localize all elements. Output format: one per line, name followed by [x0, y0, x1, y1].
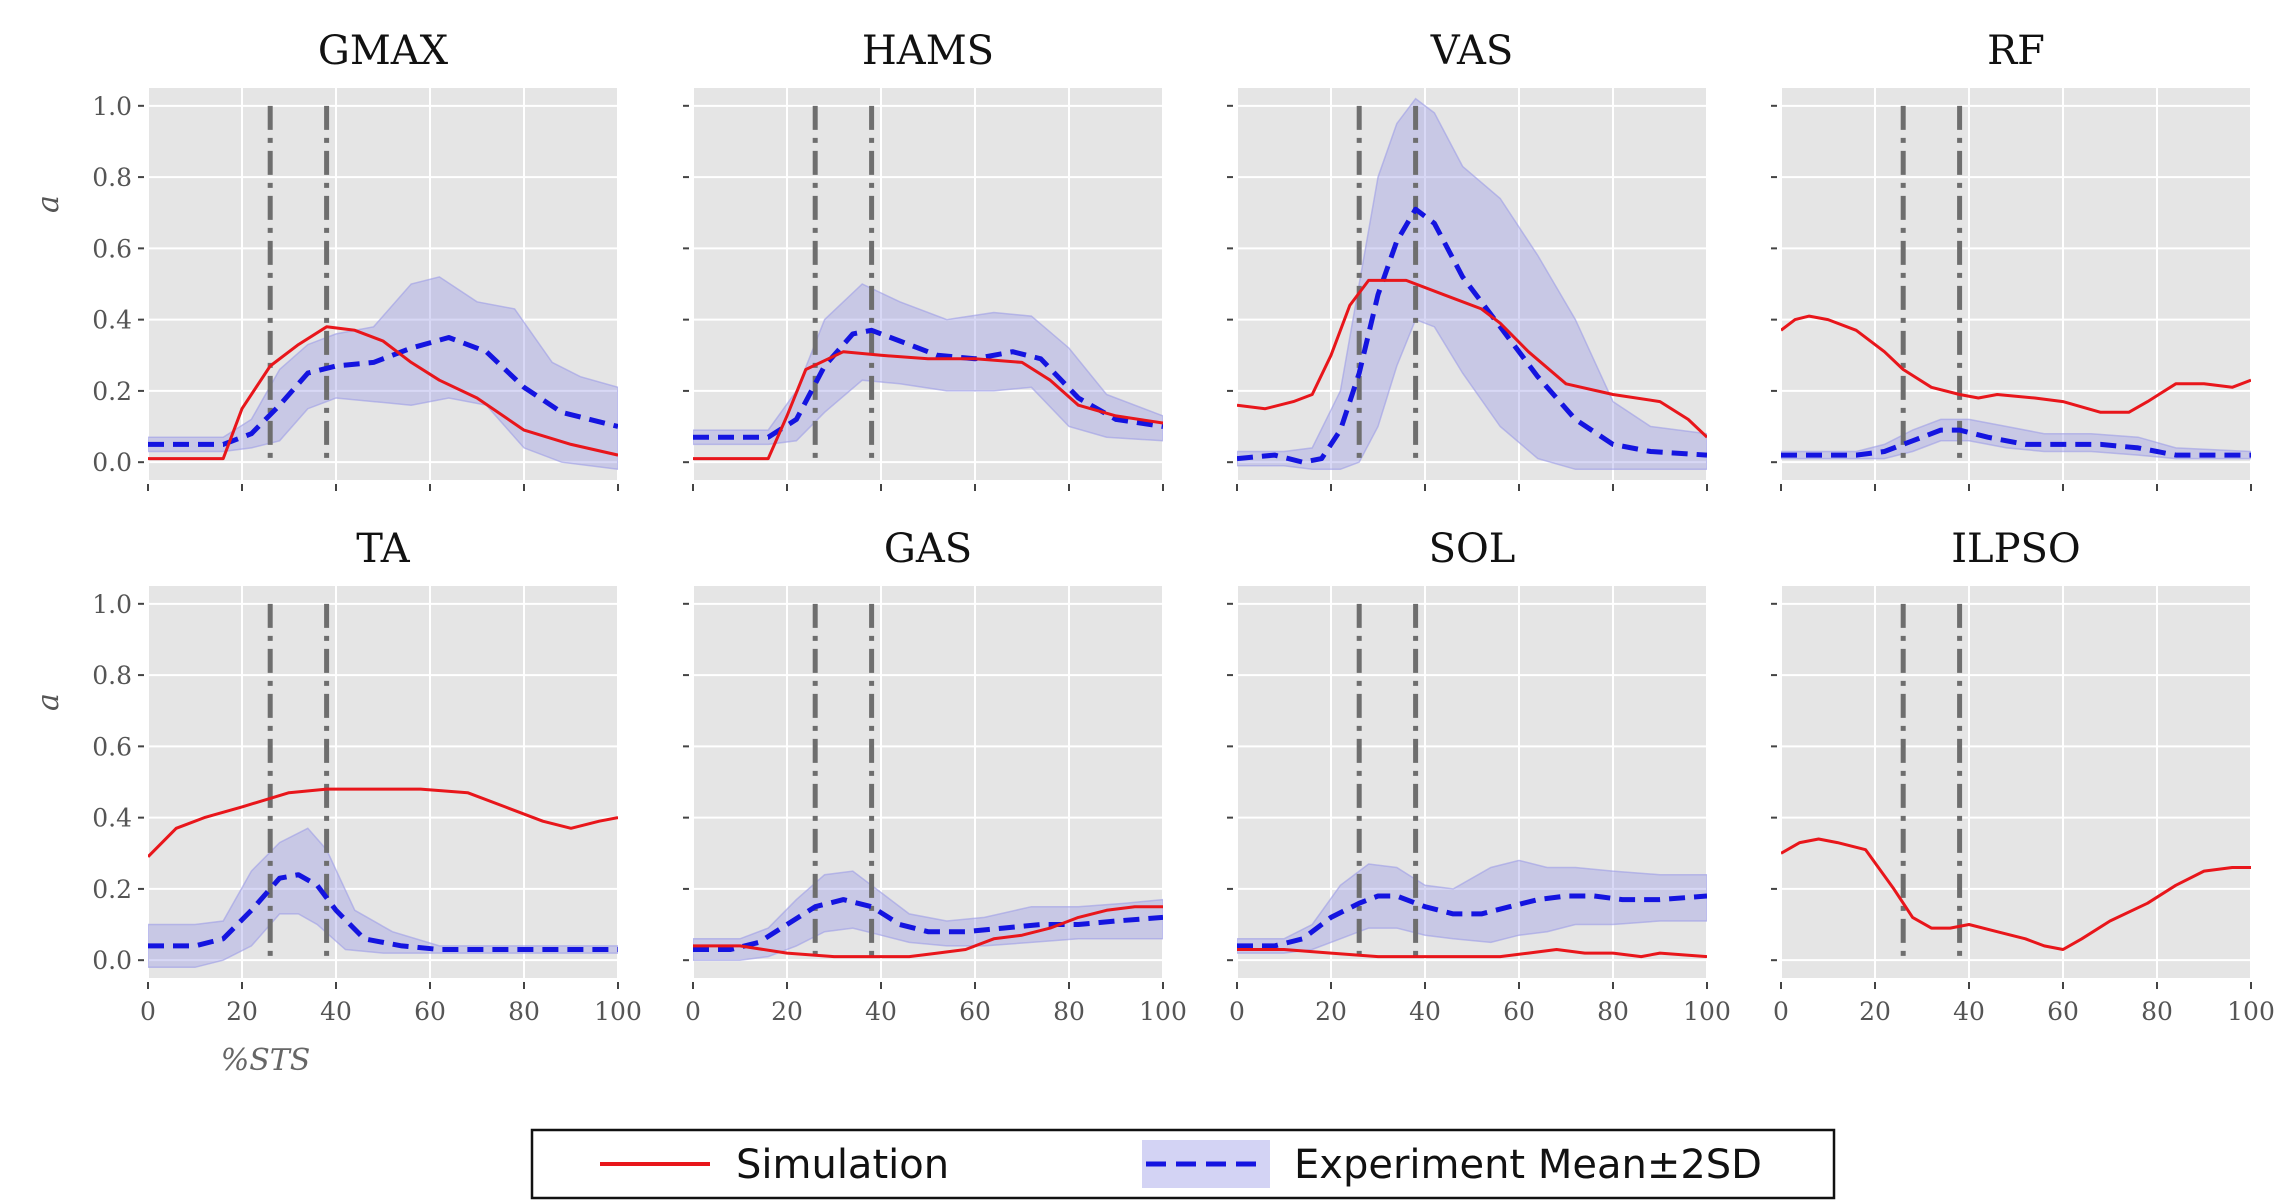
x-tick-label: 60 [2047, 997, 2079, 1026]
sd-band [148, 276, 618, 471]
x-tick-label: 20 [1315, 997, 1347, 1026]
simulation-line [693, 350, 1163, 461]
simulation-line [148, 325, 618, 461]
x-tick-label: 80 [508, 997, 540, 1026]
y-tick-label: 0.6 [92, 732, 132, 761]
x-tick-label: 100 [2227, 997, 2275, 1026]
experiment-mean-line [1237, 206, 1707, 465]
panel-title: TA [356, 526, 410, 572]
plot-area [1237, 603, 1707, 961]
panel-background [1781, 88, 2251, 480]
x-tick-label: 0 [1773, 997, 1789, 1026]
sd-band [1237, 97, 1707, 471]
experiment-mean-line [693, 327, 1163, 440]
x-tick-label: 60 [1503, 997, 1535, 1026]
x-tick-label: 60 [959, 997, 991, 1026]
y-tick-label: 0.0 [92, 946, 132, 975]
y-tick-label: 0.2 [92, 875, 132, 904]
x-tick-label: 100 [1683, 997, 1731, 1026]
y-tick-label: 0.8 [92, 163, 132, 192]
y-tick-label: 1.0 [92, 590, 132, 619]
y-tick-label: 0.6 [92, 234, 132, 263]
simulation-line [148, 787, 618, 858]
plot-area [1781, 105, 2251, 463]
panel-title: ILPSO [1951, 526, 2080, 572]
panel-background [693, 88, 1163, 480]
simulation-line [1237, 948, 1707, 959]
x-tick-label: 40 [1953, 997, 1985, 1026]
panel-title: GAS [884, 526, 972, 572]
plot-area [693, 105, 1163, 463]
y-tick-label: 0.4 [92, 306, 132, 335]
y-axis-label: a [31, 195, 66, 213]
y-tick-label: 1.0 [92, 92, 132, 121]
legend: Simulation Experiment Mean±2SD [530, 1128, 1836, 1200]
x-tick-label: 60 [414, 997, 446, 1026]
panel-title: GMAX [318, 28, 449, 74]
experiment-mean-line [148, 872, 618, 952]
panels-group: GMAX 0.0 0.2 0.4 0.6 0.8 1.0 a HAMS VAS RF TA 0.0 0.2… [31, 28, 2275, 1078]
x-tick-label: 0 [140, 997, 156, 1026]
panel-title: VAS [1430, 28, 1513, 74]
panel-sol: SOL 0 20 40 60 80 100 [1227, 526, 1731, 1026]
plot-area [148, 603, 618, 969]
x-tick-label: 20 [1859, 997, 1891, 1026]
sd-band [148, 827, 618, 969]
panel-title: RF [1987, 28, 2045, 74]
x-tick-label: 40 [1409, 997, 1441, 1026]
panel-ta: TA 0.0 0.2 0.4 0.6 0.8 1.0 0 20 40 60 80 100 a %STS [31, 526, 642, 1078]
y-tick-label: 0.0 [92, 448, 132, 477]
panel-gmax: GMAX 0.0 0.2 0.4 0.6 0.8 1.0 a [31, 28, 619, 491]
x-tick-label: 0 [685, 997, 701, 1026]
panel-title: HAMS [862, 28, 994, 74]
panel-background [148, 88, 618, 480]
plot-area [693, 603, 1163, 961]
simulation-line [1237, 278, 1707, 439]
legend-experiment-label: Experiment Mean±2SD [1294, 1142, 1762, 1188]
x-axis-label: %STS [221, 1043, 311, 1078]
x-tick-label: 80 [2141, 997, 2173, 1026]
y-axis-label: a [31, 693, 66, 711]
panel-title: SOL [1429, 526, 1516, 572]
panel-rf: RF [1771, 28, 2252, 491]
x-tick-label: 20 [771, 997, 803, 1026]
experiment-mean-line [1781, 427, 2251, 458]
x-tick-label: 100 [1139, 997, 1187, 1026]
plot-area [148, 105, 618, 471]
experiment-mean-line [693, 897, 1163, 952]
plot-area [1781, 603, 2251, 961]
x-tick-label: 80 [1053, 997, 1085, 1026]
plot-area [1237, 97, 1707, 471]
x-tick-label: 40 [865, 997, 897, 1026]
sd-band [693, 283, 1163, 446]
simulation-line [1781, 314, 2251, 414]
y-tick-label: 0.8 [92, 661, 132, 690]
x-tick-label: 100 [594, 997, 642, 1026]
legend-simulation-label: Simulation [736, 1142, 949, 1188]
experiment-mean-line [1237, 893, 1707, 949]
x-tick-label: 80 [1597, 997, 1629, 1026]
panel-hams: HAMS [683, 28, 1164, 491]
x-tick-label: 0 [1229, 997, 1245, 1026]
panel-background [1237, 88, 1707, 480]
panel-vas: VAS [1227, 28, 1708, 491]
simulation-line [693, 905, 1163, 959]
y-tick-label: 0.4 [92, 804, 132, 833]
panel-background [693, 586, 1163, 978]
x-tick-label: 40 [320, 997, 352, 1026]
panel-ilpso: ILPSO 0 20 40 60 80 100 [1771, 526, 2275, 1026]
panel-gas: GAS 0 20 40 60 80 100 [683, 526, 1187, 1026]
y-tick-label: 0.2 [92, 377, 132, 406]
panel-background [148, 586, 618, 978]
simulation-line [1781, 837, 2251, 951]
x-tick-label: 20 [226, 997, 258, 1026]
sd-band [1237, 859, 1707, 954]
panel-background [1781, 586, 2251, 978]
